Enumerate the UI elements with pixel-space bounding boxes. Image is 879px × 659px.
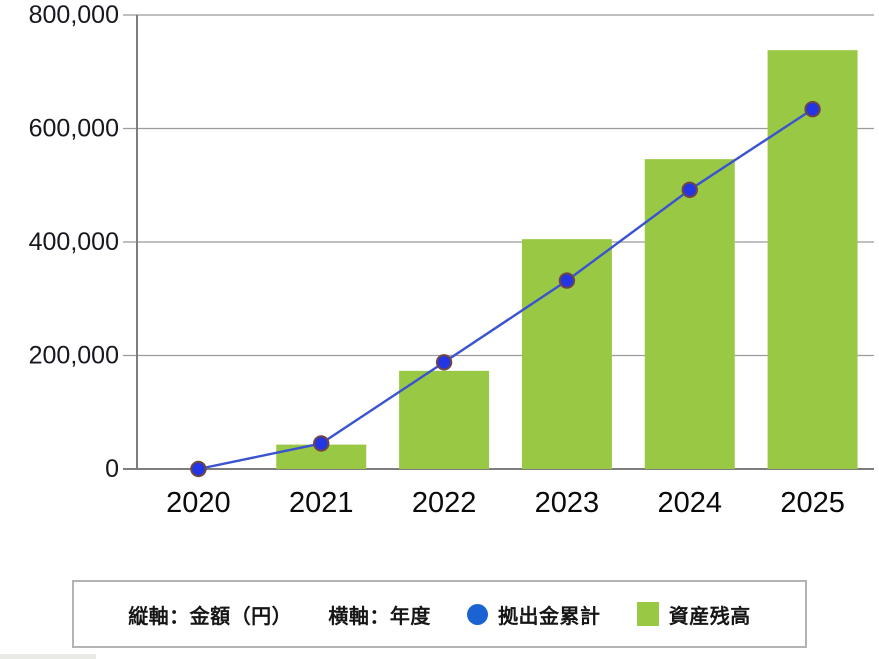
chart-canvas: 0 200,000 400,000 600,000 800,000 2020 2021 202… xyxy=(29,1,874,519)
svg-text:800,000: 800,000 xyxy=(29,1,119,29)
chart-legend: 縦軸：金額（円） 横軸：年度 拠出金累計 資産残高 xyxy=(72,580,807,648)
svg-text:2025: 2025 xyxy=(780,487,845,519)
legend-balance-label: 資産残高 xyxy=(668,605,751,628)
svg-text:200,000: 200,000 xyxy=(29,342,119,370)
contributions-marker-icon xyxy=(467,603,489,625)
legend-item-balance: 資産残高 xyxy=(636,600,751,629)
legend-x-axis-note: 横軸：年度 xyxy=(328,605,431,628)
svg-text:2021: 2021 xyxy=(289,487,354,519)
svg-text:2023: 2023 xyxy=(535,487,600,519)
balance-swatch-icon xyxy=(636,602,659,626)
legend-y-axis-note: 縦軸：金額（円） xyxy=(128,605,293,628)
bottom-edge-artifact xyxy=(0,654,96,659)
svg-text:2024: 2024 xyxy=(657,487,722,519)
legend-item-contributions: 拠出金累計 xyxy=(467,600,601,629)
svg-text:0: 0 xyxy=(105,455,119,483)
legend-contributions-label: 拠出金累計 xyxy=(498,605,601,628)
svg-text:2022: 2022 xyxy=(412,487,477,519)
svg-text:600,000: 600,000 xyxy=(29,115,119,143)
svg-text:2020: 2020 xyxy=(166,487,231,519)
svg-text:400,000: 400,000 xyxy=(29,228,119,256)
